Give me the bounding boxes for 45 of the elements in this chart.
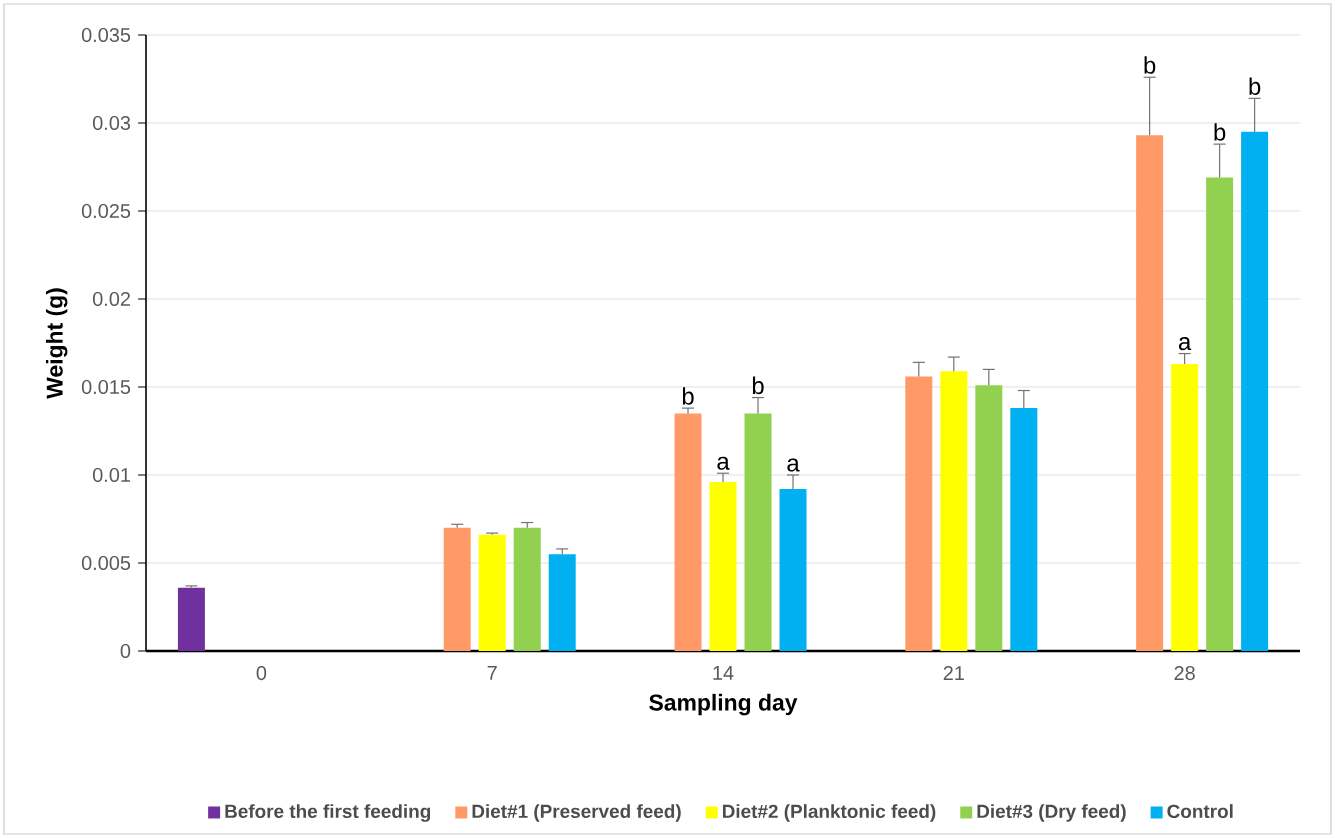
y-tick-label: 0.015 [81,379,131,395]
data-label: b [1249,77,1261,95]
data-label: b [1144,56,1156,74]
x-tick-label: 14 [713,666,734,680]
data-label: a [717,456,730,470]
x-tick-label: 21 [943,666,964,680]
x-tick-label: 7 [487,666,497,680]
bar [478,534,506,651]
bar [779,489,807,651]
bar [177,587,205,651]
bar [548,554,576,651]
data-label: b [752,376,764,395]
bar [443,527,471,651]
x-tick-label: 28 [1174,666,1195,681]
bar [1171,364,1199,651]
bar [975,385,1003,651]
data-label: b [682,387,694,405]
bar [905,376,933,651]
x-tick-label: 0 [256,666,267,681]
bar [513,527,541,651]
bar [1206,177,1234,651]
bar [709,482,737,651]
y-tick-label: 0 [120,643,131,659]
y-tick-label: 0.01 [92,467,131,483]
bar [674,413,702,651]
legend-label: Diet#3 (Dry feed) [977,804,1126,822]
data-label: a [787,458,800,472]
y-tick-label: 0.035 [81,27,131,43]
data-label: a [1178,337,1192,351]
y-tick-label: 0.025 [81,203,131,219]
bar [940,371,968,651]
x-axis-title: Sampling day [649,693,798,716]
legend-label: Diet#1 (Preserved feed) [472,804,681,822]
data-label: b [1214,123,1226,141]
bar [1136,135,1164,651]
bar [1241,131,1269,651]
legend-label: Before the first feeding [225,804,431,822]
legend-label: Control [1167,804,1233,819]
y-tick-label: 0.02 [92,291,130,307]
y-tick-label: 0.03 [92,115,131,131]
y-axis-title: Weight (g) [45,288,68,399]
legend-label: Diet#2 (Planktonic feed) [722,804,936,822]
bar [1010,408,1038,651]
y-tick-label: 0.005 [81,555,131,571]
bar [744,413,772,651]
